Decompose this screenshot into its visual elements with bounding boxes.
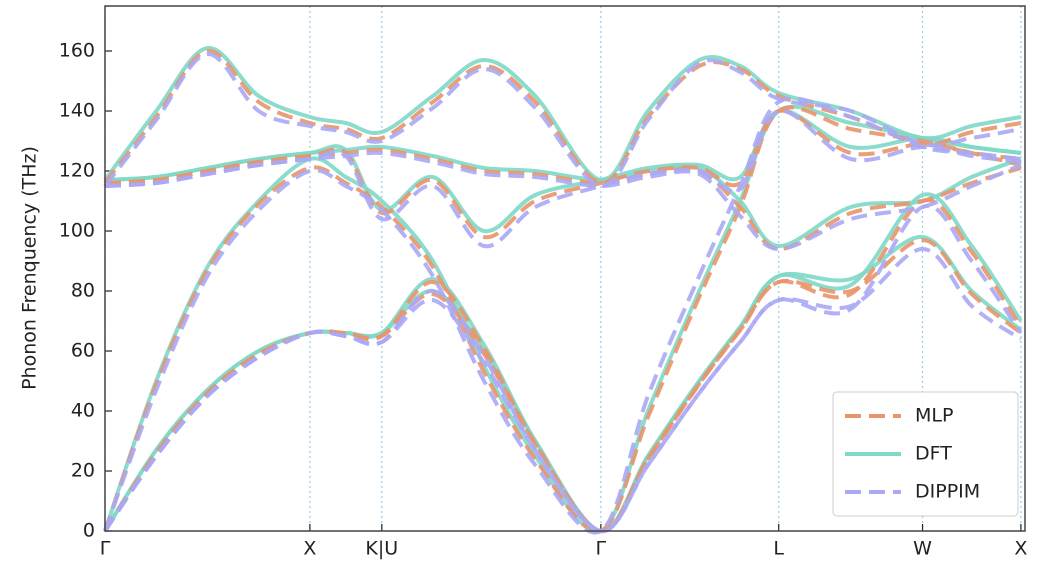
- y-tick-label: 120: [59, 160, 95, 182]
- legend-label: MLP: [915, 405, 953, 427]
- y-tick-label: 0: [83, 520, 95, 542]
- phonon-branch: [103, 105, 1022, 534]
- phonon-branch: [104, 147, 1022, 252]
- phonon-branch: [103, 96, 1022, 535]
- x-tick-label: K|U: [365, 538, 398, 560]
- legend-box: [832, 391, 1019, 517]
- phonon-branch: [104, 150, 1022, 252]
- phonon-branch: [103, 204, 1023, 533]
- y-tick-label: 20: [71, 460, 95, 482]
- phonon-branch: [103, 52, 1022, 188]
- x-tick-label: L: [773, 538, 784, 560]
- y-tick-label: 40: [71, 400, 95, 422]
- phonon-branch: [104, 108, 1022, 240]
- x-tick-label: X: [303, 538, 316, 560]
- y-tick-label: 160: [59, 40, 95, 62]
- x-tick-label: W: [913, 538, 932, 560]
- y-axis-label: Phonon Frenquency (THz): [19, 146, 41, 390]
- phonon-branch: [104, 108, 1022, 234]
- legend-label: DIPPIM: [915, 481, 980, 503]
- x-tick-label: Γ: [100, 538, 111, 560]
- x-tick-label: X: [1014, 538, 1027, 560]
- y-tick-label: 80: [71, 280, 95, 302]
- y-tick-label: 60: [71, 340, 95, 362]
- x-tick-label: Γ: [596, 538, 607, 560]
- y-tick-label: 140: [59, 100, 95, 122]
- phonon-branch: [104, 108, 1022, 249]
- plot-frame: [104, 5, 1026, 532]
- phonon-branch: [103, 246, 1023, 533]
- legend-label: DFT: [915, 443, 952, 465]
- y-tick-label: 100: [59, 220, 95, 242]
